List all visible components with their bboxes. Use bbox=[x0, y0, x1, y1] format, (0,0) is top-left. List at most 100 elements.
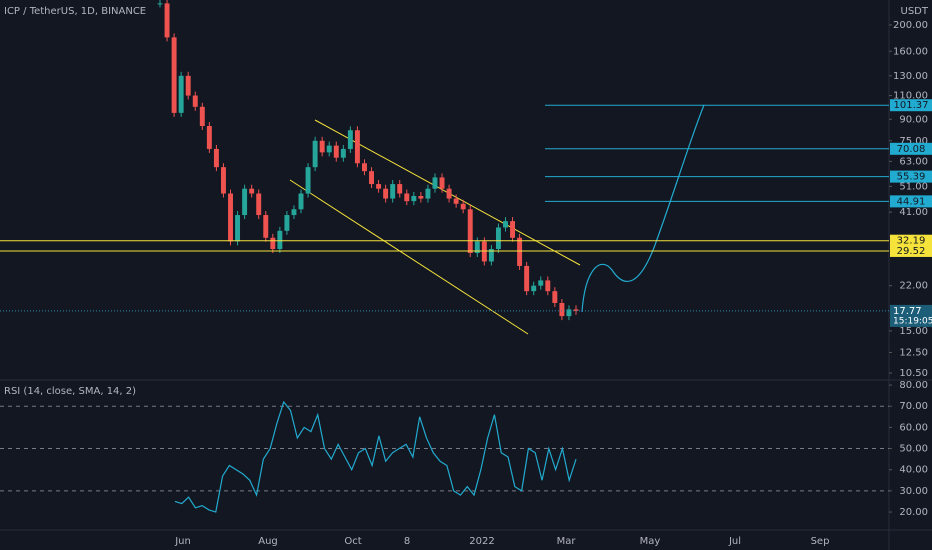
level-label: 70.08 bbox=[897, 144, 926, 155]
candle-body bbox=[538, 280, 544, 286]
level-label: 29.52 bbox=[897, 246, 926, 257]
candle-body bbox=[298, 193, 304, 210]
candle-body bbox=[446, 188, 452, 199]
x-tick-label: Sep bbox=[811, 536, 830, 547]
candle-body bbox=[354, 130, 360, 164]
level-label-bg bbox=[890, 99, 932, 112]
candle-body bbox=[439, 177, 445, 189]
countdown: 15:19:05 bbox=[893, 316, 932, 326]
candle-body bbox=[545, 280, 551, 292]
candle-body bbox=[369, 171, 374, 185]
y-tick-label: 110.00 bbox=[893, 91, 928, 102]
candle-body bbox=[228, 193, 233, 242]
candle-body bbox=[171, 37, 177, 113]
candle-body bbox=[347, 130, 353, 149]
candle-body bbox=[404, 193, 410, 202]
level-label-bg bbox=[890, 142, 932, 155]
candle-body bbox=[263, 215, 269, 238]
candle-body bbox=[164, 3, 170, 38]
candle-body bbox=[178, 75, 184, 113]
candle-body bbox=[474, 241, 480, 254]
level-label: 55.39 bbox=[897, 172, 926, 183]
candle-body bbox=[284, 215, 290, 231]
y-tick-label: 200.00 bbox=[893, 20, 928, 31]
y-tick-label: 15.00 bbox=[899, 326, 928, 337]
y-tick-label: 130.00 bbox=[893, 71, 928, 82]
candle-body bbox=[249, 188, 255, 194]
channel-lower bbox=[289, 179, 529, 335]
candle-body bbox=[432, 177, 438, 189]
y-tick-label: 160.00 bbox=[893, 46, 928, 57]
projection-curve bbox=[581, 104, 705, 313]
candle-body bbox=[206, 126, 212, 149]
y-tick-label: 41.00 bbox=[899, 207, 928, 218]
candle-body bbox=[213, 148, 219, 168]
level-label: 44.91 bbox=[897, 196, 926, 207]
candle-body bbox=[235, 215, 241, 242]
chart-title: ICP / TetherUS, 1D, BINANCE bbox=[4, 6, 146, 17]
candle-body bbox=[503, 221, 508, 228]
candle-body bbox=[517, 237, 523, 266]
candle-body bbox=[495, 227, 501, 250]
y-tick-label: 63.00 bbox=[899, 156, 928, 167]
candle-body bbox=[552, 291, 558, 303]
level-label-bg bbox=[890, 195, 932, 208]
x-tick-label: Mar bbox=[557, 536, 577, 547]
y-tick-label: 51.00 bbox=[899, 181, 928, 192]
candle-body bbox=[531, 285, 537, 292]
candle-body bbox=[256, 193, 262, 216]
candle-body bbox=[481, 241, 487, 262]
candle-body bbox=[397, 184, 403, 194]
candle-body bbox=[305, 167, 311, 194]
y-tick-label: 12.50 bbox=[899, 347, 928, 358]
x-tick-label: May bbox=[640, 536, 661, 547]
y-tick-label: 80.00 bbox=[899, 380, 928, 391]
candle-body bbox=[460, 203, 466, 210]
candle-body bbox=[573, 309, 579, 311]
candle-body bbox=[340, 148, 346, 158]
candle-body bbox=[199, 106, 205, 127]
candle-body bbox=[192, 95, 198, 107]
candle-body bbox=[418, 196, 424, 199]
candle-body bbox=[559, 302, 565, 317]
level-label-bg bbox=[890, 170, 932, 183]
level-label: 32.19 bbox=[897, 236, 926, 247]
y-tick-label: 75.00 bbox=[899, 136, 928, 147]
last-price-label: 17.77 bbox=[893, 306, 922, 317]
candle-body bbox=[333, 145, 339, 158]
candle-body bbox=[390, 184, 396, 199]
level-label-bg bbox=[890, 244, 932, 257]
candle-body bbox=[291, 209, 297, 216]
x-tick-label: Jul bbox=[728, 536, 741, 547]
x-tick-label: Jun bbox=[174, 536, 191, 547]
candle-body bbox=[185, 75, 191, 96]
y-tick-label: 40.00 bbox=[899, 465, 928, 476]
candle-body bbox=[524, 265, 530, 292]
y-tick-label: 70.00 bbox=[899, 401, 928, 412]
candle-body bbox=[157, 3, 163, 5]
candle-body bbox=[319, 140, 325, 153]
candle-body bbox=[510, 221, 516, 238]
level-label-bg bbox=[890, 234, 932, 247]
candle-body bbox=[220, 167, 226, 194]
x-tick-label: Oct bbox=[344, 536, 361, 547]
y-tick-label: 60.00 bbox=[899, 422, 928, 433]
indicator-title: RSI (14, close, SMA, 14, 2) bbox=[4, 386, 136, 397]
x-tick-label: 2022 bbox=[469, 536, 494, 547]
x-tick-label: 8 bbox=[404, 536, 410, 547]
candle-body bbox=[277, 230, 283, 250]
y-tick-label: 20.00 bbox=[899, 507, 928, 518]
y-tick-label: 90.00 bbox=[899, 114, 928, 125]
candle-body bbox=[242, 188, 248, 216]
candle-body bbox=[362, 163, 367, 172]
y-tick-label: 22.00 bbox=[899, 281, 928, 292]
x-tick-label: Aug bbox=[258, 536, 278, 547]
rsi-line bbox=[174, 400, 577, 513]
candle-body bbox=[270, 237, 276, 250]
candle-body bbox=[467, 209, 473, 254]
candle-body bbox=[376, 184, 382, 189]
last-price-bg bbox=[890, 304, 932, 327]
y-tick-label: 30.00 bbox=[899, 486, 928, 497]
candle-body bbox=[326, 145, 332, 153]
